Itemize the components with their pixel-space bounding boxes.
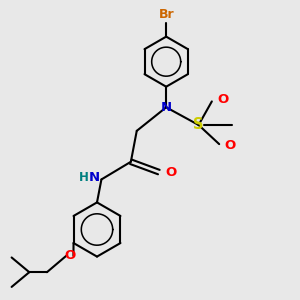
Text: N: N [160, 101, 172, 114]
Text: O: O [217, 93, 228, 106]
Text: Br: Br [158, 8, 174, 21]
Text: N: N [89, 172, 100, 184]
Text: O: O [64, 249, 76, 262]
Text: O: O [224, 139, 236, 152]
Text: O: O [165, 166, 177, 178]
Text: H: H [79, 171, 89, 184]
Text: S: S [193, 118, 204, 133]
